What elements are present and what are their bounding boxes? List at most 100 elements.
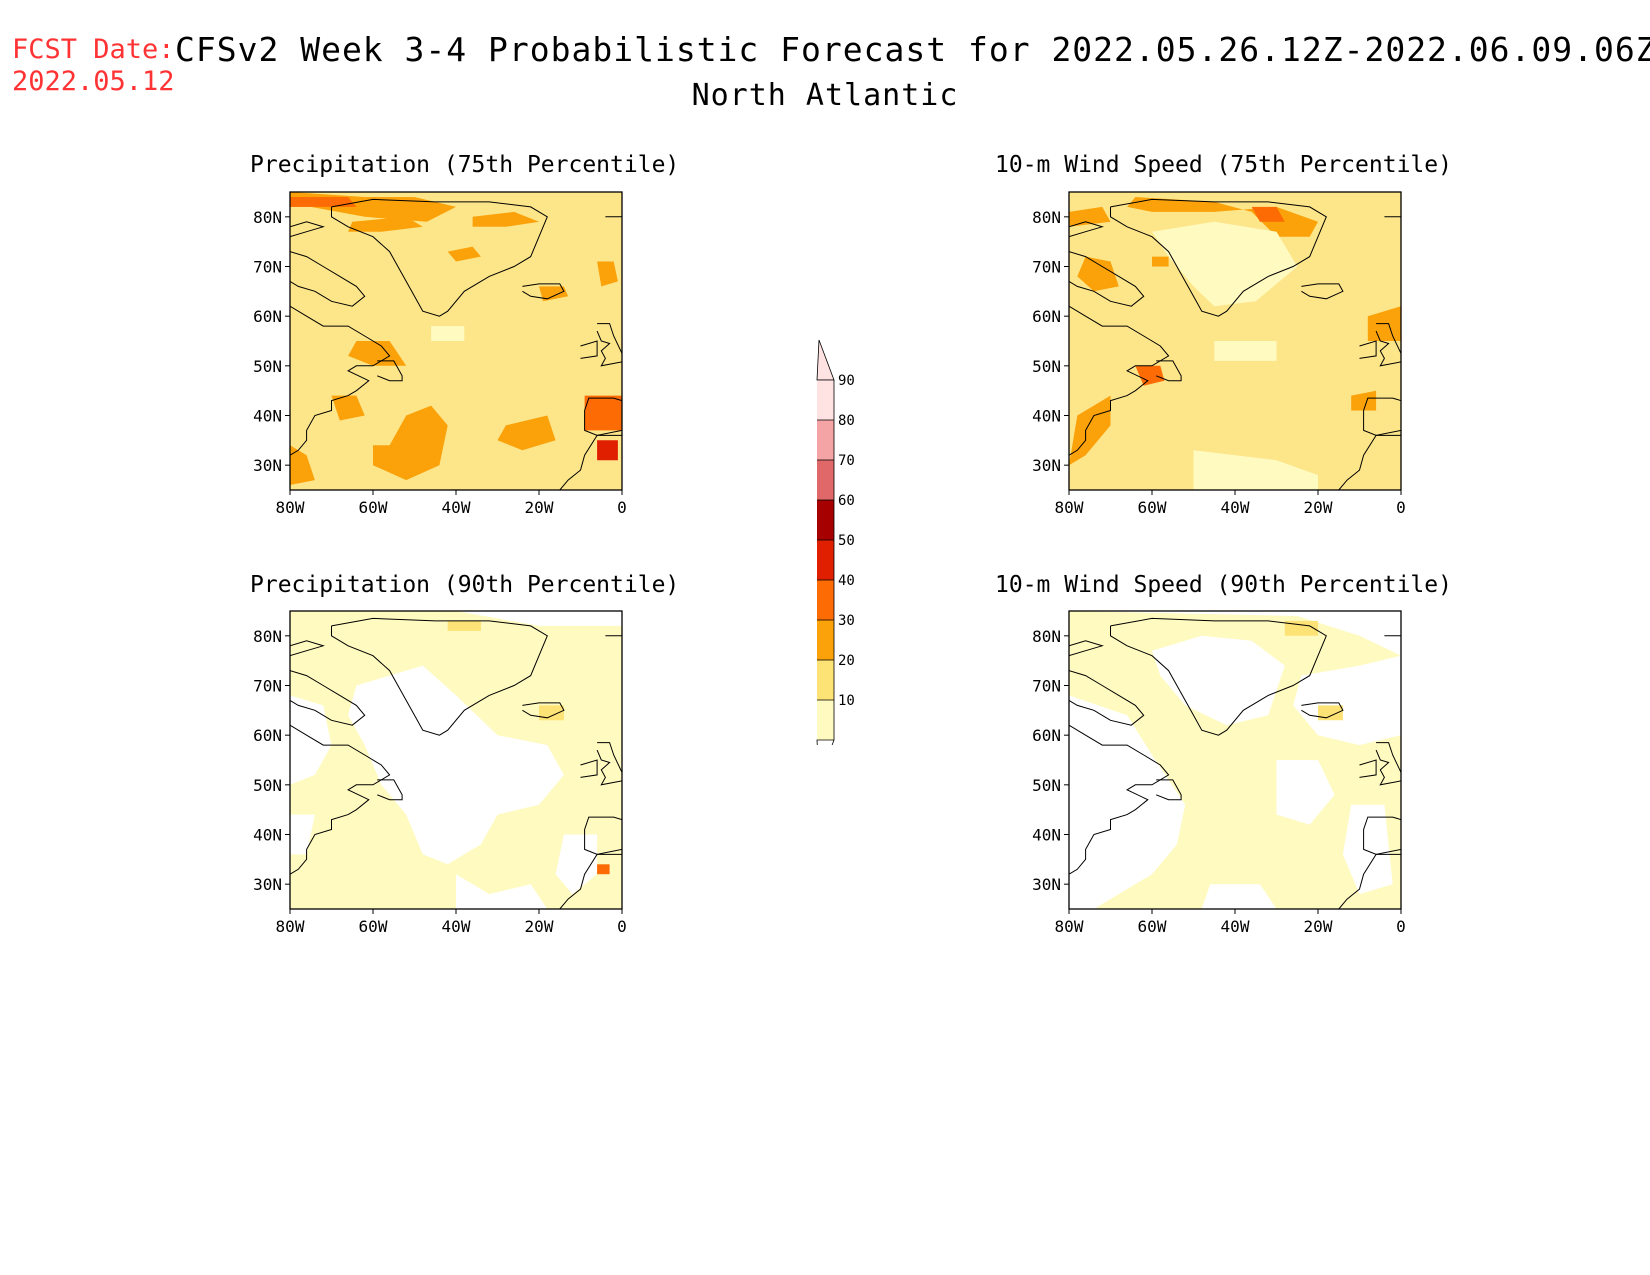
map-wind-75: 80N 70N 60N 50N 40N 30N 80W 60W 40W 20W 0: [1032, 191, 1406, 517]
lon-label: 0: [617, 498, 627, 517]
coastline: [1301, 283, 1344, 300]
coastline: [1359, 759, 1377, 778]
probability-shading: [597, 864, 610, 875]
colorbar-segment: [817, 500, 834, 540]
coastline: [290, 670, 366, 726]
probability-shading: [597, 440, 618, 461]
probability-shading: [1127, 197, 1318, 237]
probability-shading: [1201, 884, 1277, 909]
probability-shading: [1276, 760, 1335, 825]
colorbar-label: 10: [838, 693, 855, 709]
lon-label: 60W: [359, 917, 388, 936]
probability-shading: [456, 874, 548, 909]
lon-label: 40W: [1221, 498, 1250, 517]
lat-label: 40N: [1032, 407, 1061, 426]
lon-label: 40W: [1221, 917, 1250, 936]
probability-shading: [497, 415, 556, 451]
lat-label: 80N: [253, 627, 282, 646]
probability-shading: [1069, 206, 1111, 227]
coastline: [1156, 779, 1182, 801]
lon-label: 20W: [1304, 498, 1333, 517]
coastline: [377, 360, 403, 382]
lat-label: 40N: [253, 407, 282, 426]
probability-shading: [290, 197, 357, 207]
lon-label: 0: [617, 917, 627, 936]
colorbar-segment: [817, 380, 834, 420]
coastline: [1375, 323, 1401, 367]
probability-shading: [1318, 705, 1343, 721]
coastline: [1069, 305, 1170, 456]
lon-label: 80W: [1055, 498, 1084, 517]
coastline: [559, 853, 622, 909]
probability-shading: [597, 261, 618, 287]
lat-label: 30N: [253, 456, 282, 475]
probability-shading: [1077, 256, 1119, 292]
lat-label: 50N: [1032, 776, 1061, 795]
coastline: [580, 759, 598, 778]
coastline: [522, 702, 565, 719]
colorbar-label: 30: [838, 613, 855, 629]
coastline: [331, 198, 548, 317]
lon-label: 20W: [525, 917, 554, 936]
probability-shading: [1193, 450, 1318, 490]
colorbar-label: 40: [838, 573, 855, 589]
lat-label: 50N: [253, 357, 282, 376]
colorbar-segment: [817, 540, 834, 580]
probability-shading: [1214, 341, 1277, 361]
lat-label: 60N: [253, 307, 282, 326]
map-precip-90: 80N 70N 60N 50N 40N 30N 80W 60W 40W 20W 0: [253, 610, 627, 936]
colorbar-segment: [817, 700, 834, 740]
coastline: [596, 323, 622, 367]
coastline: [290, 251, 366, 307]
panel-title-wind-90: 10-m Wind Speed (90th Percentile): [995, 572, 1452, 598]
lat-label: 60N: [1032, 726, 1061, 745]
lat-label: 70N: [253, 258, 282, 277]
probability-shading: [290, 445, 315, 485]
lon-label: 80W: [1055, 917, 1084, 936]
panel-title-precip-75: Precipitation (75th Percentile): [250, 152, 680, 178]
coastline: [1338, 434, 1401, 490]
coastline: [1359, 340, 1377, 359]
coastline: [580, 340, 598, 359]
colorbar-segment: [817, 620, 834, 660]
coastline: [290, 221, 325, 238]
lon-label: 20W: [1304, 917, 1333, 936]
coastline: [1069, 251, 1145, 307]
colorbar-label: 70: [838, 453, 855, 469]
lon-label: 60W: [359, 498, 388, 517]
coastline: [290, 724, 391, 875]
coastline: [331, 617, 548, 736]
colorbar-segment: [817, 660, 834, 700]
coastline: [1301, 702, 1344, 719]
coastline: [596, 742, 622, 786]
probability-shading: [373, 405, 448, 481]
colorbar-label: 20: [838, 653, 855, 669]
colorbar-segment: [817, 460, 834, 500]
colorbar-segment: [817, 420, 834, 460]
colorbar-cap-top: [816, 339, 835, 381]
coastline: [290, 640, 325, 657]
lon-label: 0: [1396, 917, 1406, 936]
probability-shading: [584, 395, 622, 431]
coastline: [290, 305, 391, 456]
lat-label: 30N: [1032, 875, 1061, 894]
probability-shading: [1152, 635, 1285, 726]
coastline: [377, 779, 403, 801]
lat-label: 40N: [1032, 826, 1061, 845]
panel-title-wind-75: 10-m Wind Speed (75th Percentile): [995, 152, 1452, 178]
coastline: [1156, 360, 1182, 382]
probability-shading: [1293, 655, 1401, 746]
lat-label: 70N: [1032, 677, 1061, 696]
lat-label: 30N: [1032, 456, 1061, 475]
probability-shading: [555, 834, 598, 895]
probability-shading: [290, 695, 332, 785]
lon-label: 20W: [525, 498, 554, 517]
lat-label: 70N: [253, 677, 282, 696]
lon-label: 80W: [276, 917, 305, 936]
lon-label: 0: [1396, 498, 1406, 517]
probability-shading: [539, 705, 564, 721]
lon-label: 80W: [276, 498, 305, 517]
colorbar-label: 80: [838, 413, 855, 429]
probability-shading: [348, 665, 564, 865]
lat-label: 80N: [253, 208, 282, 227]
